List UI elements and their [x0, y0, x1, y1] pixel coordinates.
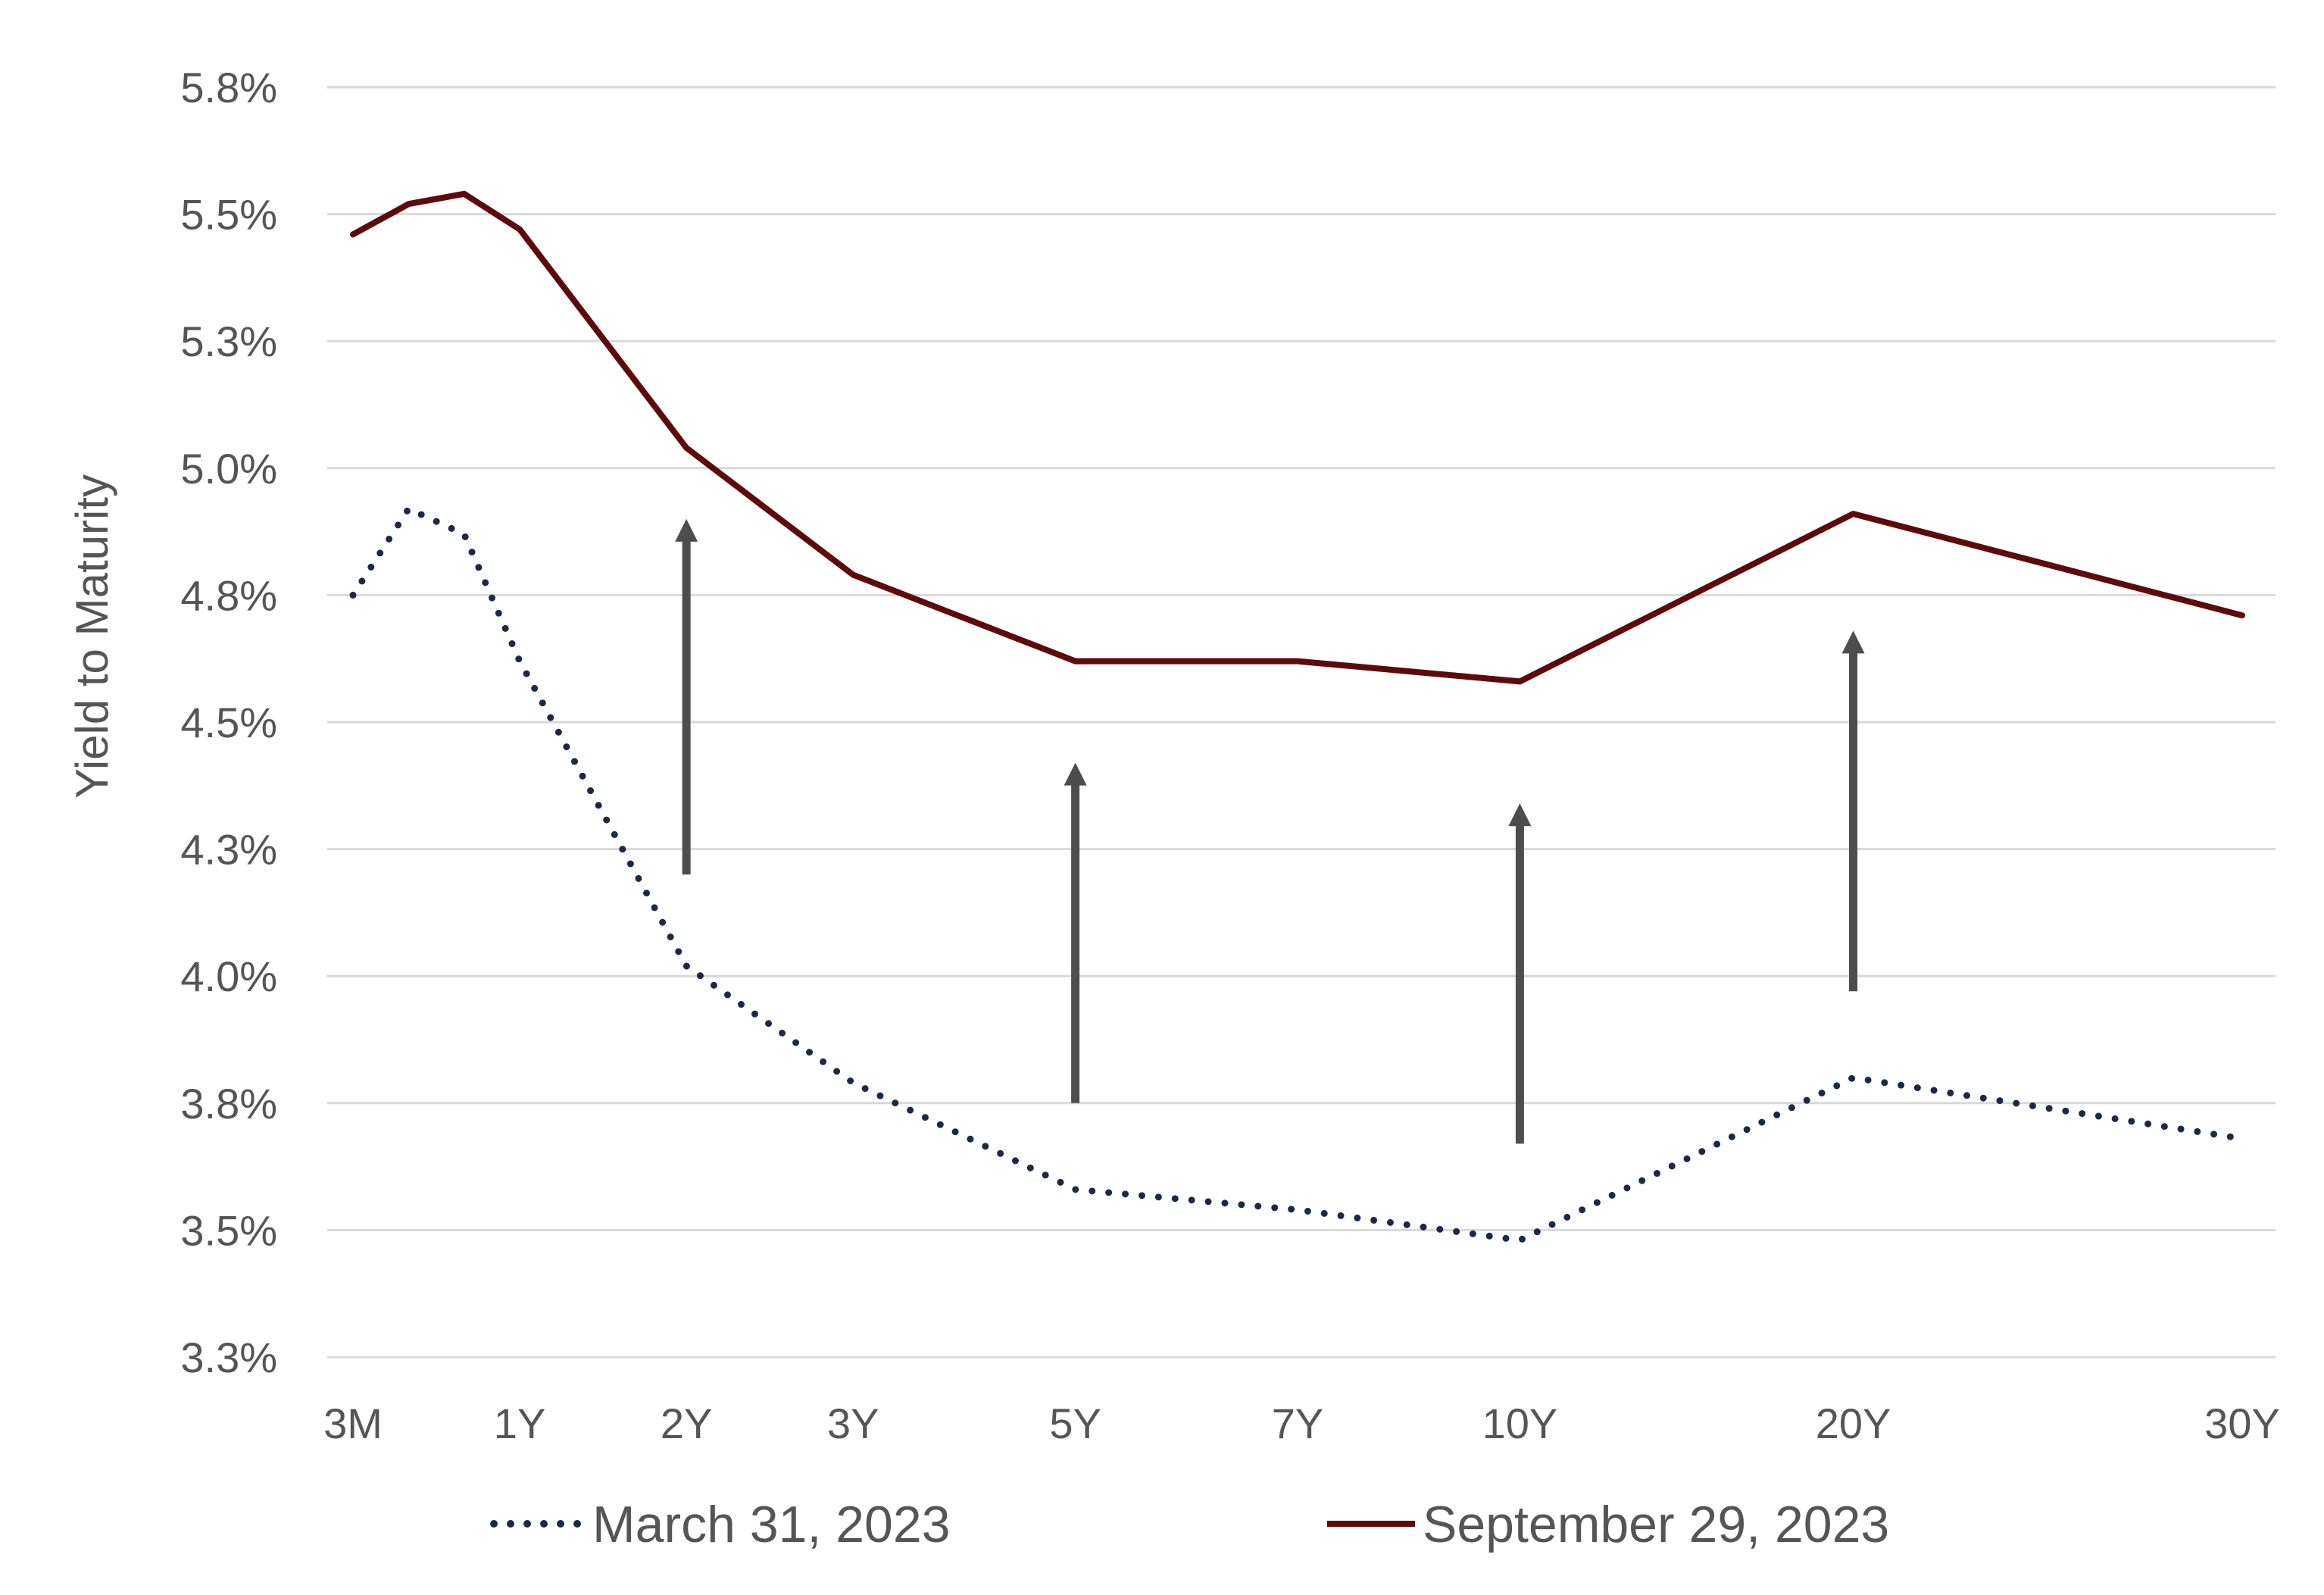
legend: March 31, 2023 September 29, 2023: [490, 1496, 1889, 1553]
series-line-0: [349, 505, 2246, 1244]
x-axis-ticks: 3M 1Y 2Y 3Y 5Y 7Y 10Y 20Y 30Y: [323, 1400, 2280, 1447]
series-lines: [349, 190, 2246, 1244]
x-tick-label-1: 1Y: [494, 1400, 546, 1447]
x-tick-label-5: 7Y: [1272, 1400, 1324, 1447]
y-tick-label-6: 4.8%: [180, 571, 277, 619]
y-tick-label-9: 5.5%: [180, 191, 277, 239]
arrow-head-1: [1064, 762, 1087, 786]
y-tick-label-7: 5.0%: [180, 445, 277, 493]
arrow-head-2: [1508, 803, 1532, 827]
gridlines: [327, 86, 2276, 1359]
legend-label-september: September 29, 2023: [1423, 1496, 1889, 1553]
arrow-head-0: [675, 518, 698, 542]
x-tick-label-4: 5Y: [1049, 1400, 1101, 1447]
series-line-1: [350, 190, 2245, 685]
x-tick-label-0: 3M: [323, 1400, 383, 1447]
y-tick-label-4: 4.3%: [180, 826, 277, 874]
y-tick-label-8: 5.3%: [180, 317, 277, 365]
y-axis-title: Yield to Maturity: [67, 474, 117, 799]
y-tick-label-3: 4.0%: [180, 952, 277, 1000]
increase-arrows: [675, 518, 1865, 1144]
arrow-head-3: [1841, 630, 1865, 654]
x-tick-label-6: 10Y: [1482, 1400, 1558, 1447]
y-tick-label-1: 3.5%: [180, 1206, 277, 1254]
y-axis-ticks: 3.3% 3.5% 3.8% 4.0% 4.3% 4.5% 4.8% 5.0% 5.3% 5.5%…: [180, 64, 277, 1381]
x-tick-label-3: 3Y: [827, 1400, 879, 1447]
y-tick-label-2: 3.8%: [180, 1080, 277, 1127]
legend-label-march: March 31, 2023: [592, 1496, 951, 1553]
y-tick-label-5: 4.5%: [180, 699, 277, 746]
x-tick-label-2: 2Y: [661, 1400, 713, 1447]
series-0-point-10: [2242, 1138, 2243, 1139]
x-tick-label-7: 20Y: [1816, 1400, 1891, 1447]
y-tick-label-10: 5.8%: [180, 64, 277, 111]
y-tick-label-0: 3.3%: [180, 1334, 277, 1381]
x-tick-label-8: 30Y: [2204, 1400, 2280, 1447]
